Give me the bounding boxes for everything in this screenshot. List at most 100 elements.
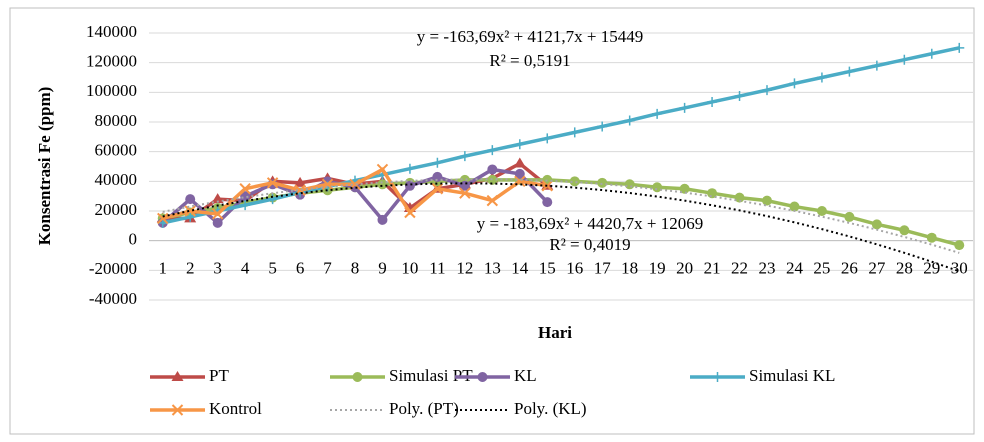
point: [239, 183, 251, 195]
y-axis-label: Konsentrasi Fe (ppm): [35, 87, 54, 246]
x-tick-label: 19: [649, 259, 666, 278]
legend-label: Poly. (KL): [514, 399, 587, 418]
x-tick-label: 16: [566, 259, 583, 278]
point: [377, 179, 388, 190]
point: [569, 127, 580, 138]
x-tick-label: 28: [896, 259, 913, 278]
y-tick-label: 100000: [86, 81, 137, 100]
x-tick-label: 21: [704, 259, 721, 278]
point: [926, 48, 937, 59]
x-tick-label: 13: [484, 259, 501, 278]
point: [762, 195, 772, 206]
y-tick-label: 80000: [95, 111, 138, 130]
point: [624, 179, 635, 190]
x-tick-label: 29: [923, 259, 940, 278]
point: [404, 180, 415, 191]
point: [459, 151, 470, 162]
point: [486, 194, 499, 207]
point: [652, 108, 663, 119]
annotation: y = -163,69x² + 4121,7x + 15449: [417, 27, 644, 46]
x-tick-label: 7: [323, 259, 332, 278]
x-tick-label: 2: [186, 259, 195, 278]
point: [240, 191, 251, 202]
point: [569, 176, 580, 187]
series-line: [162, 182, 960, 273]
x-tick-label: 9: [378, 259, 387, 278]
point: [513, 157, 526, 168]
point: [844, 211, 855, 222]
point: [404, 206, 416, 219]
legend-marker: [477, 372, 488, 382]
y-tick-label: -40000: [89, 289, 137, 308]
point: [816, 72, 827, 83]
legend-marker: [171, 371, 184, 381]
point: [899, 225, 910, 236]
point: [432, 157, 443, 168]
point: [185, 194, 196, 205]
y-tick-label: 60000: [95, 141, 138, 160]
x-tick-label: 5: [268, 259, 277, 278]
x-tick-label: 23: [759, 259, 776, 278]
x-tick-label: 6: [296, 259, 305, 278]
point: [459, 187, 471, 199]
legend-marker: [352, 372, 363, 382]
x-tick-label: 20: [676, 259, 693, 278]
legend-label: Kontrol: [209, 399, 262, 418]
x-tick-label: 10: [401, 259, 418, 278]
annotation: R² = 0,5191: [489, 51, 570, 70]
point: [459, 180, 470, 191]
y-tick-label: -20000: [89, 259, 137, 278]
x-tick-label: 22: [731, 259, 748, 278]
point: [652, 182, 663, 193]
point: [762, 85, 772, 96]
point: [404, 163, 415, 174]
x-tick-label: 27: [868, 259, 886, 278]
annotation: y = -183,69x² + 4420,7x + 12069: [477, 214, 704, 233]
x-tick-label: 24: [786, 259, 804, 278]
point: [789, 201, 800, 212]
point: [679, 183, 690, 194]
x-tick-label: 4: [241, 259, 250, 278]
point: [294, 176, 307, 187]
point: [871, 60, 882, 71]
x-tick-label: 14: [511, 259, 529, 278]
x-tick-label: 11: [429, 259, 445, 278]
point: [707, 96, 718, 107]
legend-label: KL: [514, 366, 537, 385]
point: [376, 163, 389, 176]
y-tick-label: 40000: [95, 170, 138, 189]
x-tick-label: 1: [158, 259, 167, 278]
point: [707, 188, 718, 199]
point: [624, 115, 635, 126]
series-line: [162, 46, 960, 225]
x-tick-label: 25: [813, 259, 830, 278]
x-axis-label: Hari: [538, 323, 572, 342]
point: [734, 192, 745, 203]
point: [844, 66, 855, 77]
point: [542, 133, 553, 144]
x-tick-label: 15: [539, 259, 556, 278]
point: [185, 211, 196, 222]
series-line: [162, 178, 960, 254]
point: [899, 54, 910, 65]
point: [597, 121, 608, 132]
annotation: R² = 0,4019: [549, 235, 630, 254]
point: [211, 208, 224, 220]
legend-label: Simulasi PT: [389, 366, 473, 385]
x-tick-label: 30: [951, 259, 968, 278]
x-tick-label: 18: [621, 259, 638, 278]
chart-border: [9, 7, 975, 435]
point: [432, 171, 443, 182]
x-tick-label: 17: [594, 259, 612, 278]
point: [431, 183, 444, 195]
point: [734, 91, 745, 102]
y-tick-label: 120000: [86, 52, 137, 71]
point: [157, 212, 169, 225]
x-tick-label: 12: [456, 259, 473, 278]
point: [240, 200, 251, 211]
point: [211, 193, 224, 204]
point: [321, 178, 334, 191]
x-tick-label: 3: [213, 259, 222, 278]
point: [871, 219, 882, 230]
point: [789, 78, 800, 89]
